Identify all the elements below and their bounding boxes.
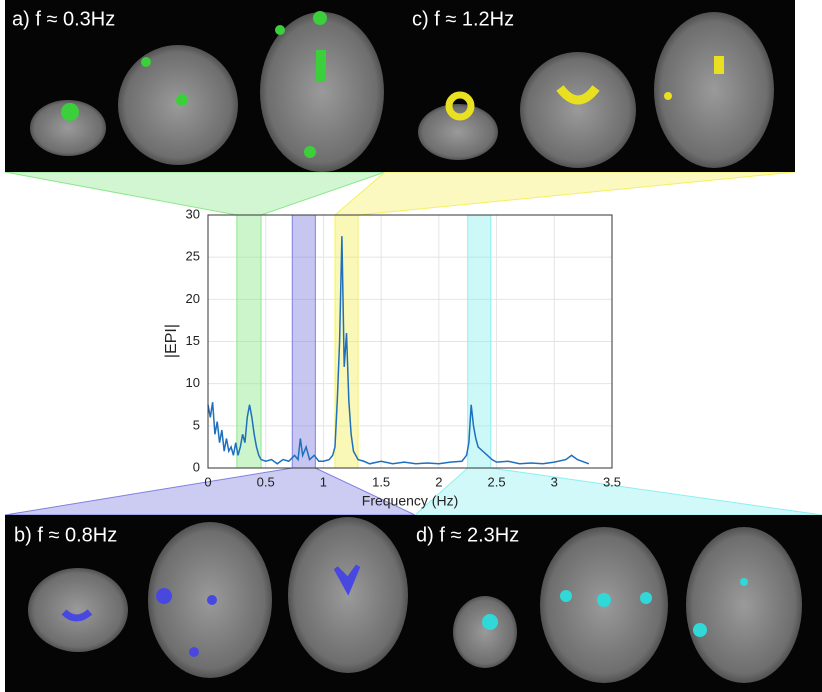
x-tick-label: 2.5 (488, 474, 506, 489)
x-tick-label: 0.5 (257, 474, 275, 489)
panel-label: a) f ≈ 0.3Hz (12, 8, 115, 30)
x-tick-label: 3.5 (603, 474, 621, 489)
plot-frame (207, 214, 613, 469)
panel-c: c) f ≈ 1.2Hz (405, 0, 795, 172)
y-tick-label: 10 (186, 375, 200, 390)
y-tick-label: 20 (186, 291, 200, 306)
panel-label: b) f ≈ 0.8Hz (14, 524, 117, 546)
y-axis-label: |EPI| (163, 324, 180, 358)
panel-d: d) f ≈ 2.3Hz (410, 515, 822, 692)
x-tick-label: 0 (204, 474, 211, 489)
band (291, 214, 316, 469)
y-tick-label: 0 (193, 459, 200, 474)
x-tick-label: 1.5 (372, 474, 390, 489)
connector (333, 171, 796, 216)
x-tick-label: 1 (320, 474, 327, 489)
y-tick-label: 5 (193, 417, 200, 432)
x-tick-label: 2 (435, 474, 442, 489)
connectors (4, 171, 822, 516)
y-tick-label: 25 (186, 249, 200, 264)
line (207, 236, 590, 465)
x-tick-label: 3 (551, 474, 558, 489)
x-axis-label: Frequency (Hz) (362, 493, 458, 509)
panel-label: d) f ≈ 2.3Hz (416, 524, 519, 546)
plot: 0 5 10 15 20 25 30 0 0.5 1 1.5 2 2.5 3 3.5 (186, 206, 622, 489)
band (467, 214, 492, 469)
panel-a: a) f ≈ 0.3Hz (5, 0, 405, 172)
y-tick-label: 30 (186, 206, 200, 221)
band (236, 214, 262, 469)
y-tick-label: 15 (186, 333, 200, 348)
panel-b: b) f ≈ 0.8Hz (5, 515, 410, 692)
panel-label: c) f ≈ 1.2Hz (412, 8, 514, 30)
